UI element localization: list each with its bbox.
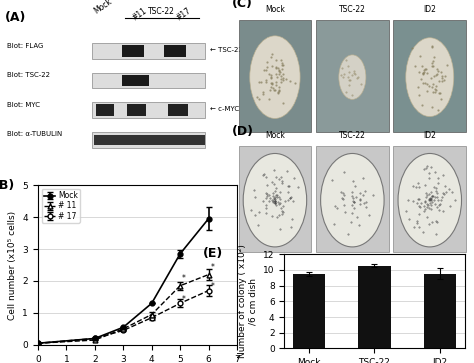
Text: (B): (B) <box>0 179 15 192</box>
FancyBboxPatch shape <box>92 132 205 147</box>
Text: Mock: Mock <box>92 0 114 16</box>
Text: ← TSC-22: ← TSC-22 <box>210 47 242 53</box>
Bar <box>292 274 325 348</box>
Text: ID2: ID2 <box>423 5 436 13</box>
Text: ← c-MYC: ← c-MYC <box>210 106 239 112</box>
FancyBboxPatch shape <box>92 73 205 88</box>
Text: Mock: Mock <box>265 5 285 13</box>
Text: *: * <box>182 274 186 283</box>
Text: Blot: FLAG: Blot: FLAG <box>7 42 43 49</box>
Text: TSC-22: TSC-22 <box>339 131 366 140</box>
FancyBboxPatch shape <box>316 146 389 252</box>
Text: (C): (C) <box>232 0 253 10</box>
Text: *: * <box>210 282 214 291</box>
Text: TSC-22: TSC-22 <box>148 7 175 16</box>
Ellipse shape <box>406 38 454 117</box>
Text: (A): (A) <box>5 11 26 24</box>
Text: ID2: ID2 <box>423 131 436 140</box>
Text: #17: #17 <box>174 7 192 23</box>
FancyBboxPatch shape <box>96 104 114 116</box>
Ellipse shape <box>339 55 366 99</box>
Text: *: * <box>182 295 186 304</box>
Text: Mock: Mock <box>265 131 285 140</box>
FancyBboxPatch shape <box>238 20 311 132</box>
Text: TSC-22: TSC-22 <box>339 5 366 13</box>
Ellipse shape <box>243 154 307 247</box>
Text: Blot: MYC: Blot: MYC <box>7 102 40 108</box>
Ellipse shape <box>398 154 462 247</box>
Bar <box>424 274 456 348</box>
FancyBboxPatch shape <box>127 104 146 116</box>
FancyBboxPatch shape <box>168 104 188 116</box>
FancyBboxPatch shape <box>92 43 205 59</box>
Legend: Mock, # 11, # 17: Mock, # 11, # 17 <box>42 189 80 223</box>
Bar <box>358 266 391 348</box>
FancyBboxPatch shape <box>316 20 389 132</box>
Text: Blot: α-TUBULIN: Blot: α-TUBULIN <box>7 131 62 138</box>
Text: Blot: TSC-22: Blot: TSC-22 <box>7 72 50 78</box>
Ellipse shape <box>320 154 384 247</box>
Ellipse shape <box>250 36 300 118</box>
Text: (E): (E) <box>203 246 224 260</box>
FancyBboxPatch shape <box>238 146 311 252</box>
Y-axis label: Cell number (x10⁵ cells): Cell number (x10⁵ cells) <box>8 211 17 319</box>
FancyBboxPatch shape <box>393 146 466 252</box>
FancyBboxPatch shape <box>122 45 144 57</box>
FancyBboxPatch shape <box>164 45 186 57</box>
FancyBboxPatch shape <box>94 135 205 144</box>
Y-axis label: Number of colony ( x10²)
/6 cm dish: Number of colony ( x10²) /6 cm dish <box>238 244 258 358</box>
FancyBboxPatch shape <box>122 75 149 86</box>
FancyBboxPatch shape <box>393 20 466 132</box>
Text: #11: #11 <box>131 7 149 23</box>
Text: *: * <box>210 263 214 272</box>
Text: (D): (D) <box>232 125 255 138</box>
FancyBboxPatch shape <box>92 102 205 118</box>
